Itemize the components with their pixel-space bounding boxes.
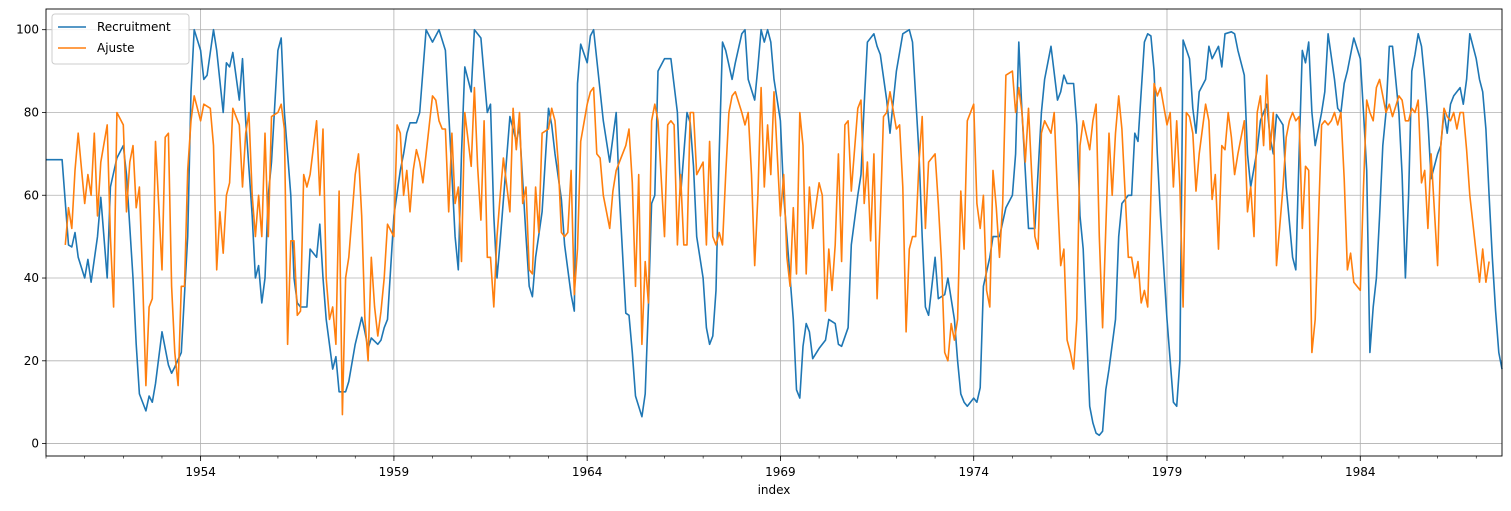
x-axis-title: index (758, 483, 791, 497)
y-tick-label: 100 (16, 23, 39, 37)
legend-label-recruitment: Recruitment (97, 20, 171, 34)
x-tick-label: 1964 (572, 465, 603, 479)
axis-ticks: 0 20 40 60 80 100 1954 1959 1964 1969 1974 1979 1984 (16, 23, 1477, 479)
y-tick-label: 80 (24, 105, 39, 119)
y-tick-label: 40 (24, 271, 39, 285)
y-tick-label: 20 (24, 354, 39, 368)
legend-label-ajuste: Ajuste (97, 41, 135, 55)
x-tick-label: 1969 (765, 465, 796, 479)
x-tick-label: 1954 (185, 465, 216, 479)
x-tick-label: 1984 (1345, 465, 1376, 479)
plot-frame (45, 8, 1503, 457)
x-tick-label: 1979 (1152, 465, 1183, 479)
series-line-ajuste (64, 70, 1490, 416)
series-line-recruitment (46, 28, 1503, 437)
legend: Recruitment Ajuste (51, 13, 190, 65)
y-tick-label: 0 (31, 437, 39, 451)
x-tick-label: 1974 (958, 465, 989, 479)
legend-box (51, 13, 190, 65)
y-tick-label: 60 (24, 188, 39, 202)
x-tick-label: 1959 (379, 465, 410, 479)
series-layer (46, 28, 1503, 437)
